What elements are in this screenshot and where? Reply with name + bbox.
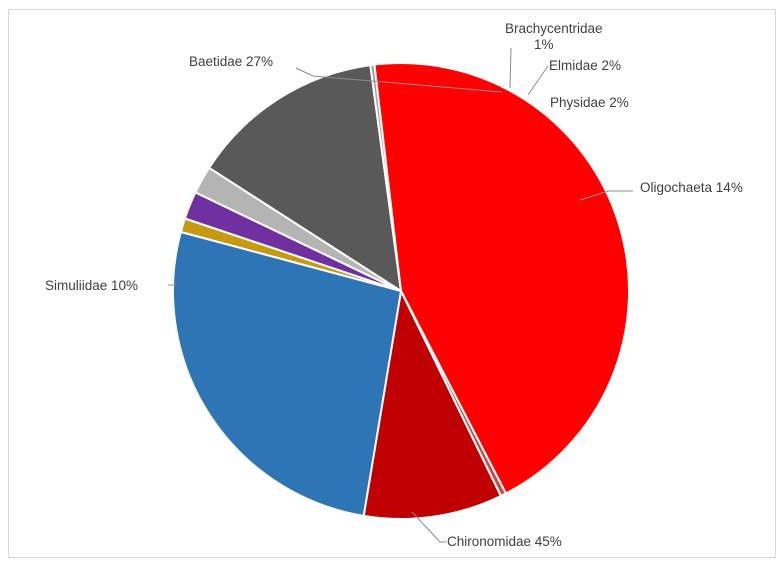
leader-brachycentridae — [509, 47, 512, 89]
slice-baetidae — [172, 230, 403, 518]
pie-slices — [172, 62, 630, 520]
label-simuliidae: Simuliidae 10% — [45, 278, 138, 293]
leader-chironomidae — [411, 511, 446, 543]
label-physidae: Physidae 2% — [550, 95, 629, 110]
slice-simuliidae — [362, 287, 503, 520]
leader-oligochaeta — [579, 190, 633, 201]
label-elmidae: Elmidae 2% — [549, 58, 621, 73]
label-baetidae: Baetidae 27% — [189, 54, 273, 69]
leader-baetidae — [295, 67, 503, 93]
label-brachycentridae-name: Brachycentridae — [505, 21, 603, 36]
leader-elmidae — [527, 65, 549, 96]
leader-lines — [168, 47, 633, 543]
label-chironomidae: Chironomidae 45% — [447, 534, 562, 549]
label-oligochaeta: Oligochaeta 14% — [640, 180, 743, 195]
slice-oligochaeta — [207, 63, 403, 294]
slice-chironomidae — [373, 62, 630, 495]
label-brachycentridae-pct: 1% — [534, 37, 554, 52]
